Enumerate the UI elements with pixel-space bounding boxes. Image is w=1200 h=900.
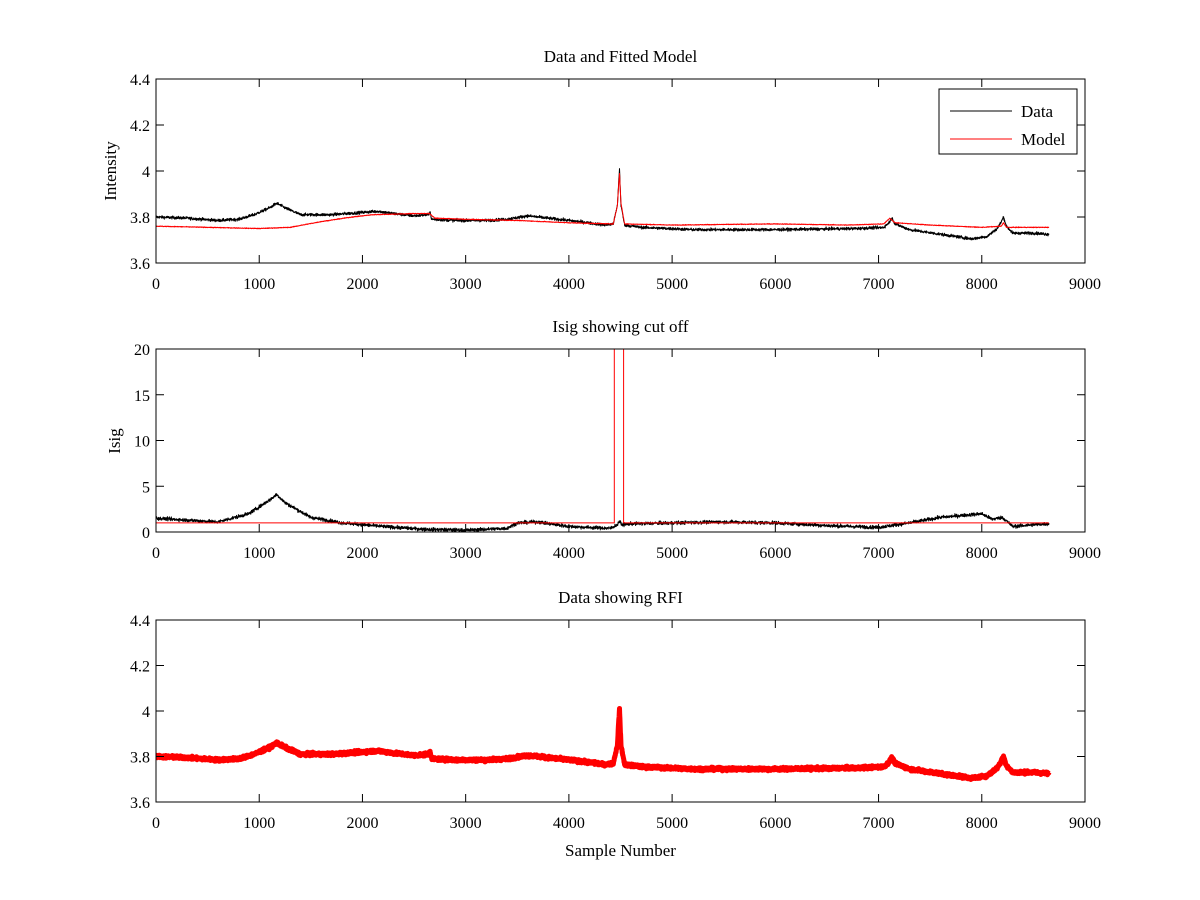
plot-area	[156, 706, 1052, 782]
chart-title: Isig showing cut off	[552, 317, 688, 336]
x-tick-label: 8000	[966, 815, 998, 832]
x-axis: 0 1000 2000 3000 4000 5000 6000 7000 8000 9000	[152, 79, 1101, 293]
y-tick-label: 0	[142, 525, 150, 542]
x-tick-label: 4000	[553, 815, 585, 832]
y-tick-label: 3.8	[130, 750, 150, 767]
cutoff-series	[156, 349, 1049, 524]
x-tick-label: 7000	[863, 815, 895, 832]
isig-series	[156, 493, 1050, 532]
x-tick-label: 1000	[243, 815, 275, 832]
x-tick-label: 2000	[346, 815, 378, 832]
y-tick-label: 4.4	[130, 72, 150, 89]
x-tick-label: 0	[152, 545, 160, 562]
x-tick-label: 9000	[1069, 815, 1101, 832]
y-tick-label: 4.2	[130, 659, 150, 676]
x-tick-label: 8000	[966, 276, 998, 293]
y-tick-label: 4	[142, 704, 150, 721]
plot-area	[156, 168, 1050, 241]
y-axis-label: Isig	[105, 428, 124, 454]
chart-panel-rfi: Data showing RFI Sample Number 0 1000 2000…	[130, 588, 1101, 860]
chart-panel-data-and-model: Data and Fitted Model Intensity 0 1000 200…	[101, 47, 1101, 293]
x-tick-label: 8000	[966, 545, 998, 562]
x-tick-label: 5000	[656, 545, 688, 562]
y-tick-label: 4	[142, 164, 150, 181]
x-tick-label: 0	[152, 276, 160, 293]
x-axis-label: Sample Number	[565, 841, 676, 860]
x-axis: 0 1000 2000 3000 4000 5000 6000 7000 8000 9000	[152, 620, 1101, 832]
x-tick-label: 1000	[243, 276, 275, 293]
x-tick-label: 9000	[1069, 545, 1101, 562]
x-tick-label: 6000	[759, 545, 791, 562]
y-axis: 0 5 10 15 20	[134, 342, 1085, 542]
x-tick-label: 9000	[1069, 276, 1101, 293]
chart-title: Data and Fitted Model	[544, 47, 698, 66]
y-tick-label: 3.6	[130, 256, 150, 273]
y-tick-label: 5	[142, 479, 150, 496]
axes-frame	[155, 348, 1086, 533]
x-tick-label: 4000	[553, 276, 585, 293]
x-tick-label: 6000	[759, 815, 791, 832]
x-tick-label: 7000	[863, 276, 895, 293]
model-series	[156, 173, 1050, 230]
y-tick-label: 10	[134, 434, 150, 451]
y-tick-label: 3.6	[130, 795, 150, 812]
y-tick-label: 3.8	[130, 210, 150, 227]
x-tick-label: 3000	[450, 545, 482, 562]
legend-label-data: Data	[1021, 102, 1054, 121]
legend-box	[938, 88, 1078, 155]
x-tick-label: 3000	[450, 276, 482, 293]
x-tick-label: 6000	[759, 276, 791, 293]
x-tick-label: 0	[152, 815, 160, 832]
x-tick-label: 5000	[656, 276, 688, 293]
y-axis: 3.6 3.8 4 4.2 4.4	[130, 613, 1085, 812]
chart-title: Data showing RFI	[558, 588, 683, 607]
chart-panel-isig: Isig showing cut off Isig 0 1000 2000 3000 4…	[105, 317, 1101, 562]
y-tick-label: 20	[134, 342, 150, 359]
y-tick-label: 4.2	[130, 118, 150, 135]
data-series	[156, 168, 1050, 241]
y-axis: 3.6 3.8 4 4.2 4.4	[130, 72, 1085, 273]
x-tick-label: 5000	[656, 815, 688, 832]
x-axis: 0 1000 2000 3000 4000 5000 6000 7000 8000 9000	[152, 349, 1101, 562]
legend-label-model: Model	[1021, 130, 1066, 149]
y-tick-label: 4.4	[130, 613, 150, 630]
x-tick-label: 3000	[450, 815, 482, 832]
x-tick-label: 2000	[346, 276, 378, 293]
legend: Data Model	[938, 88, 1078, 155]
y-tick-label: 15	[134, 388, 150, 405]
x-tick-label: 4000	[553, 545, 585, 562]
y-axis-label: Intensity	[101, 141, 120, 201]
rfi-data-series	[156, 706, 1052, 782]
x-tick-label: 2000	[346, 545, 378, 562]
x-tick-label: 1000	[243, 545, 275, 562]
x-tick-label: 7000	[863, 545, 895, 562]
plot-area	[156, 349, 1050, 532]
